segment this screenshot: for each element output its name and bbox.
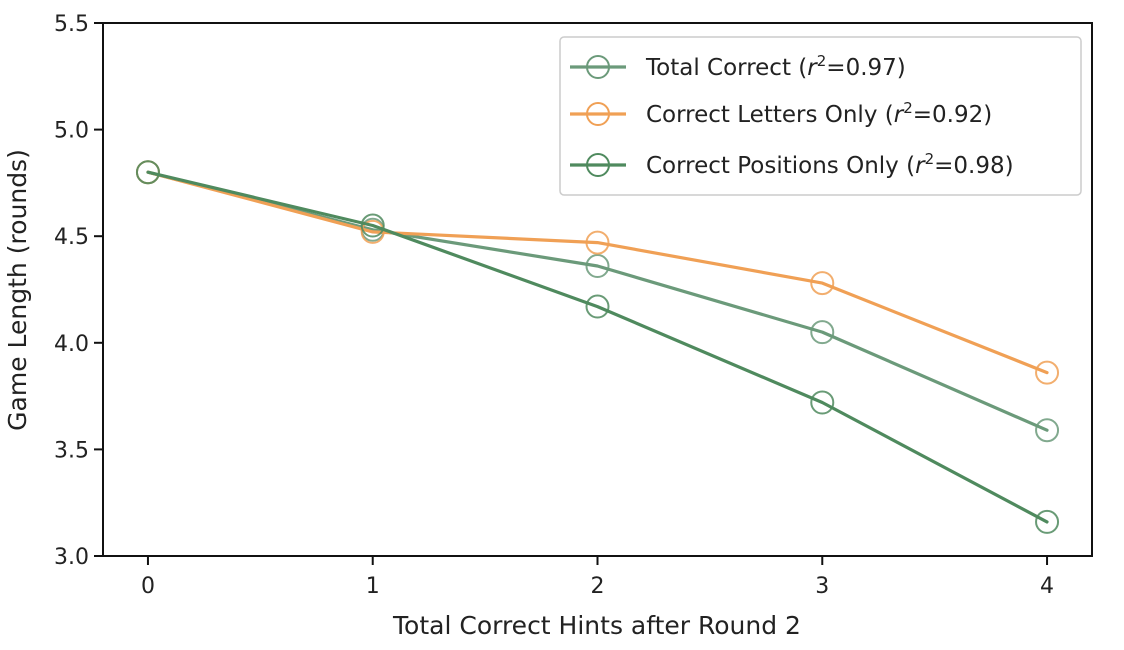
legend-r2-symbol: r <box>894 102 905 128</box>
legend-r2-exponent: 2 <box>925 150 935 168</box>
data-point <box>585 294 610 319</box>
legend-box <box>559 36 1082 196</box>
legend-series-name: Total Correct <box>645 55 791 81</box>
legend-r2-exponent: 2 <box>817 52 827 70</box>
plot-area <box>135 160 1060 534</box>
legend-r2-open: ( <box>877 102 893 128</box>
y-tick-label: 4.5 <box>54 225 89 250</box>
legend-label: Correct Letters Only (r2=0.92) <box>646 99 992 128</box>
legend-entry-1: Total Correct (r2=0.97) <box>570 52 906 81</box>
legend-r2-exponent: 2 <box>903 99 913 117</box>
series-line-3 <box>146 170 1049 524</box>
legend-marker <box>586 55 610 79</box>
x-axis-label: Total Correct Hints after Round 2 <box>392 611 801 640</box>
series-line-2 <box>146 170 1049 375</box>
data-point <box>1035 360 1060 385</box>
legend: Total Correct (r2=0.97)Correct Letters O… <box>559 36 1082 196</box>
legend-series-name: Correct Letters Only <box>646 102 877 128</box>
data-point <box>360 213 385 238</box>
data-point <box>585 254 610 279</box>
x-tick-label: 4 <box>1040 574 1054 599</box>
x-tick-label: 1 <box>366 574 380 599</box>
legend-r2-open: ( <box>899 153 915 179</box>
y-tick-label: 3.0 <box>54 545 89 570</box>
legend-marker <box>586 153 610 177</box>
legend-r2-symbol: r <box>915 153 926 179</box>
legend-marker <box>586 102 610 126</box>
legend-series-name: Correct Positions Only <box>646 153 899 179</box>
data-point <box>585 230 610 255</box>
data-point <box>360 219 385 244</box>
axes: 0 1 2 3 4 3.0 3.5 4.0 4.5 5.0 5.5 <box>54 12 1093 599</box>
data-point <box>810 390 835 415</box>
x-tick-label: 0 <box>141 574 155 599</box>
legend-r2-value: =0.97) <box>826 55 905 81</box>
x-tick-label: 3 <box>815 574 829 599</box>
legend-entry-2: Correct Letters Only (r2=0.92) <box>570 99 992 128</box>
legend-entry-3: Correct Positions Only (r2=0.98) <box>570 150 1014 179</box>
x-tick-label: 2 <box>591 574 605 599</box>
legend-r2-open: ( <box>791 55 807 81</box>
y-tick-label: 3.5 <box>54 438 89 463</box>
y-tick-label: 5.5 <box>54 12 89 37</box>
data-point <box>135 160 160 185</box>
series-line-1 <box>146 170 1049 432</box>
legend-label: Correct Positions Only (r2=0.98) <box>646 150 1014 179</box>
data-point <box>810 320 835 345</box>
legend-label: Total Correct (r2=0.97) <box>645 52 906 81</box>
legend-r2-symbol: r <box>807 55 818 81</box>
y-axis-label: Game Length (rounds) <box>3 149 32 431</box>
y-tick-label: 4.0 <box>54 332 89 357</box>
y-tick-label: 5.0 <box>54 119 89 144</box>
data-point <box>1035 509 1060 534</box>
data-point <box>1035 418 1060 443</box>
data-point <box>810 271 835 296</box>
legend-r2-value: =0.92) <box>913 102 992 128</box>
legend-r2-value: =0.98) <box>934 153 1013 179</box>
